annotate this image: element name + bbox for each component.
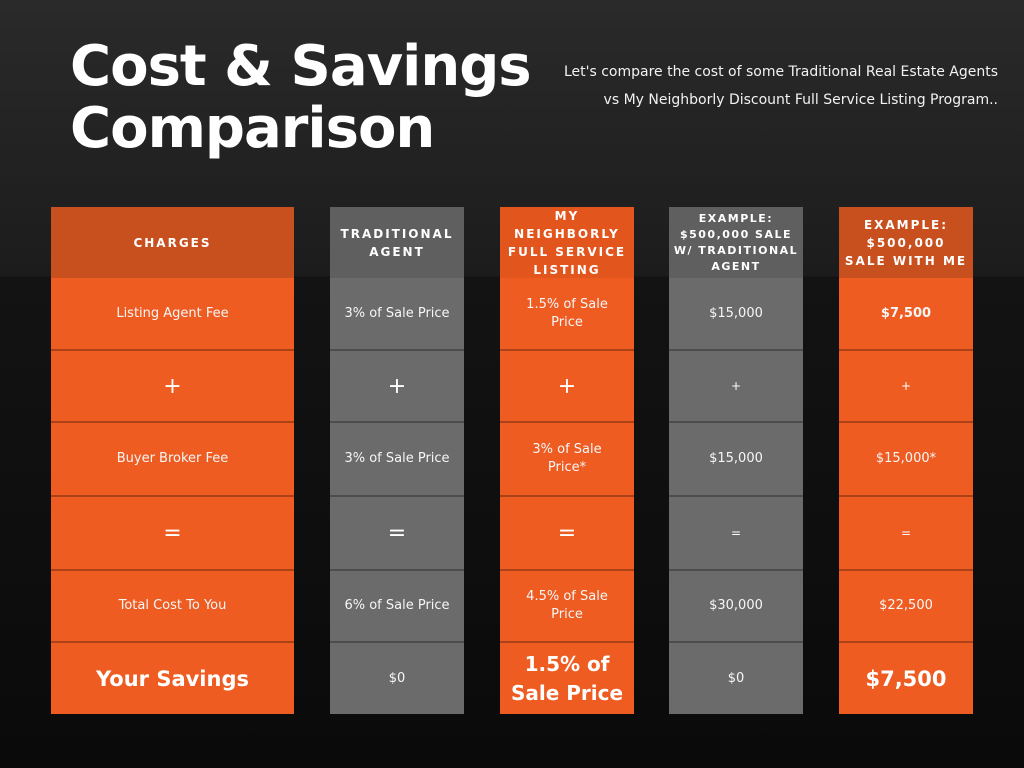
page-title: Cost & Savings Comparison <box>70 34 532 161</box>
charges-row-equals: = <box>51 495 294 569</box>
neighborly-row-equals: = <box>500 495 634 569</box>
example-me-row-total: $22,500 <box>839 569 973 641</box>
example-traditional-row-savings: $0 <box>669 641 803 714</box>
traditional-row-buyer-fee: 3% of Sale Price <box>330 421 464 495</box>
traditional-row-equals: = <box>330 495 464 569</box>
traditional-header: TRADITIONAL AGENT <box>330 207 464 278</box>
example-traditional-row-equals: = <box>669 495 803 569</box>
charges-header: CHARGES <box>51 207 294 278</box>
traditional-row-savings: $0 <box>330 641 464 714</box>
example-me-header: EXAMPLE: $500,000 SALE WITH ME <box>839 207 973 278</box>
intro-text: Let's compare the cost of some Tradition… <box>563 64 998 108</box>
neighborly-row-plus: + <box>500 349 634 421</box>
neighborly-row-listing-fee: 1.5% of Sale Price <box>500 278 634 349</box>
charges-row-plus: + <box>51 349 294 421</box>
traditional-row-plus: + <box>330 349 464 421</box>
neighborly-row-buyer-fee: 3% of Sale Price* <box>500 421 634 495</box>
example-me-row-equals: = <box>839 495 973 569</box>
charges-row-total: Total Cost To You <box>51 569 294 641</box>
example-traditional-row-buyer-fee: $15,000 <box>669 421 803 495</box>
example-traditional-row-listing-fee: $15,000 <box>669 278 803 349</box>
example-me-row-listing-fee: $7,500 <box>839 278 973 349</box>
example-me-row-plus: + <box>839 349 973 421</box>
example-traditional-row-plus: + <box>669 349 803 421</box>
traditional-row-listing-fee: 3% of Sale Price <box>330 278 464 349</box>
neighborly-row-total: 4.5% of Sale Price <box>500 569 634 641</box>
charges-row-savings: Your Savings <box>51 641 294 714</box>
neighborly-row-savings: 1.5% of Sale Price <box>500 641 634 714</box>
example-traditional-header: EXAMPLE: $500,000 SALE W/ TRADITIONAL AG… <box>669 207 803 278</box>
charges-row-listing-fee: Listing Agent Fee <box>51 278 294 349</box>
neighborly-header: MY NEIGHBORLY FULL SERVICE LISTING <box>500 207 634 278</box>
example-me-row-buyer-fee: $15,000* <box>839 421 973 495</box>
example-traditional-row-total: $30,000 <box>669 569 803 641</box>
charges-row-buyer-fee: Buyer Broker Fee <box>51 421 294 495</box>
example-me-row-savings: $7,500 <box>839 641 973 714</box>
traditional-row-total: 6% of Sale Price <box>330 569 464 641</box>
